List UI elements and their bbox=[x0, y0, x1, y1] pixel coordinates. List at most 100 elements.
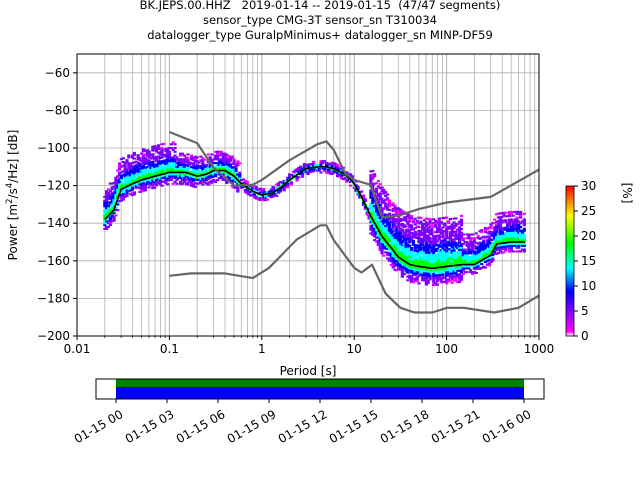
heat-cell bbox=[382, 245, 386, 248]
heat-cell bbox=[132, 180, 136, 183]
heat-cell bbox=[299, 165, 303, 168]
heat-cell bbox=[393, 246, 397, 249]
heat-cell bbox=[454, 234, 458, 237]
heat-cell bbox=[108, 218, 112, 221]
heat-cell bbox=[365, 209, 369, 212]
heat-cell bbox=[110, 216, 114, 219]
heat-cell bbox=[380, 220, 384, 223]
y-tick-label: −180 bbox=[37, 291, 70, 305]
heat-cell bbox=[445, 233, 449, 236]
heat-cell bbox=[404, 251, 408, 254]
heat-cell bbox=[421, 252, 425, 255]
heat-cell bbox=[330, 163, 334, 166]
heat-cell bbox=[361, 196, 366, 199]
heat-cell bbox=[406, 234, 410, 237]
heat-cell bbox=[251, 188, 255, 191]
heat-cell bbox=[452, 255, 456, 258]
heat-cell bbox=[450, 259, 454, 262]
heat-cell bbox=[432, 242, 436, 245]
heat-cell bbox=[398, 240, 403, 243]
heat-cell bbox=[443, 224, 447, 227]
heat-cell bbox=[426, 236, 430, 239]
heat-cell bbox=[456, 243, 460, 246]
heat-cell bbox=[245, 190, 249, 193]
heat-cell bbox=[441, 280, 445, 284]
heat-cell bbox=[509, 220, 513, 223]
heat-cell bbox=[324, 163, 329, 167]
heat-cell bbox=[469, 256, 473, 259]
heat-cell bbox=[398, 246, 403, 249]
heat-cell bbox=[134, 177, 138, 180]
heat-cell bbox=[441, 262, 445, 265]
heat-cell bbox=[385, 219, 390, 222]
heat-cell bbox=[491, 246, 495, 249]
heat-cell bbox=[117, 181, 122, 184]
heat-cell bbox=[164, 162, 168, 166]
heat-cell bbox=[430, 248, 434, 251]
heat-cell bbox=[276, 184, 281, 187]
heat-cell bbox=[441, 233, 445, 237]
heat-cell bbox=[448, 231, 452, 234]
heat-cell bbox=[520, 244, 525, 247]
heat-cell bbox=[384, 238, 388, 241]
heat-cell bbox=[395, 231, 399, 234]
heat-cell bbox=[452, 242, 456, 245]
heat-cell bbox=[467, 256, 471, 259]
heat-cell bbox=[197, 178, 201, 181]
heat-cell bbox=[413, 272, 417, 275]
heat-cell bbox=[493, 250, 497, 253]
heat-cell bbox=[450, 232, 454, 235]
heat-cell bbox=[106, 193, 111, 196]
heat-cell bbox=[105, 227, 109, 230]
heat-cell bbox=[437, 270, 441, 273]
heat-cell bbox=[182, 173, 186, 176]
heat-cell bbox=[454, 224, 458, 227]
heat-cell bbox=[142, 161, 146, 164]
heat-cell bbox=[228, 165, 233, 168]
heat-cell bbox=[167, 160, 172, 163]
heat-cell bbox=[117, 196, 122, 199]
heat-cell bbox=[493, 222, 497, 225]
heat-cell bbox=[384, 251, 388, 254]
heat-cell bbox=[502, 228, 506, 231]
heat-cell bbox=[378, 194, 382, 197]
heat-cell bbox=[458, 235, 462, 238]
heat-cell bbox=[186, 181, 190, 184]
heat-cell bbox=[343, 176, 347, 180]
heat-cell bbox=[393, 236, 397, 239]
heat-cell bbox=[206, 174, 210, 177]
heat-cell bbox=[496, 221, 501, 225]
heat-cell bbox=[195, 169, 199, 172]
heat-cell bbox=[483, 255, 488, 258]
heat-cell bbox=[385, 227, 390, 230]
heat-cell bbox=[515, 250, 519, 253]
heat-cell bbox=[225, 181, 229, 185]
heat-cell bbox=[373, 225, 377, 228]
heat-cell bbox=[378, 237, 382, 240]
heat-cell bbox=[480, 244, 484, 247]
heat-cell bbox=[336, 173, 340, 176]
heat-cell bbox=[138, 187, 142, 190]
heat-cell bbox=[188, 163, 192, 166]
heat-cell bbox=[452, 247, 456, 250]
heat-cell bbox=[136, 174, 140, 177]
heat-cell bbox=[476, 246, 480, 249]
heat-cell bbox=[136, 163, 140, 166]
heat-cell bbox=[487, 245, 491, 248]
heat-cell bbox=[145, 166, 149, 169]
heat-cell bbox=[121, 185, 125, 188]
heat-cell bbox=[402, 248, 406, 251]
heat-cell bbox=[458, 230, 462, 233]
heat-cell bbox=[112, 211, 116, 215]
heat-cell bbox=[496, 227, 501, 230]
colorbar-tick-label: 30 bbox=[581, 179, 596, 193]
heat-cell bbox=[389, 228, 393, 231]
heat-cell bbox=[142, 150, 146, 153]
heat-cell bbox=[166, 177, 170, 180]
heat-cell bbox=[190, 171, 194, 174]
heat-cell bbox=[500, 245, 504, 249]
heat-cell bbox=[136, 167, 140, 170]
heat-cell bbox=[315, 167, 319, 170]
heat-cell bbox=[125, 172, 129, 175]
heat-cell bbox=[158, 183, 162, 186]
